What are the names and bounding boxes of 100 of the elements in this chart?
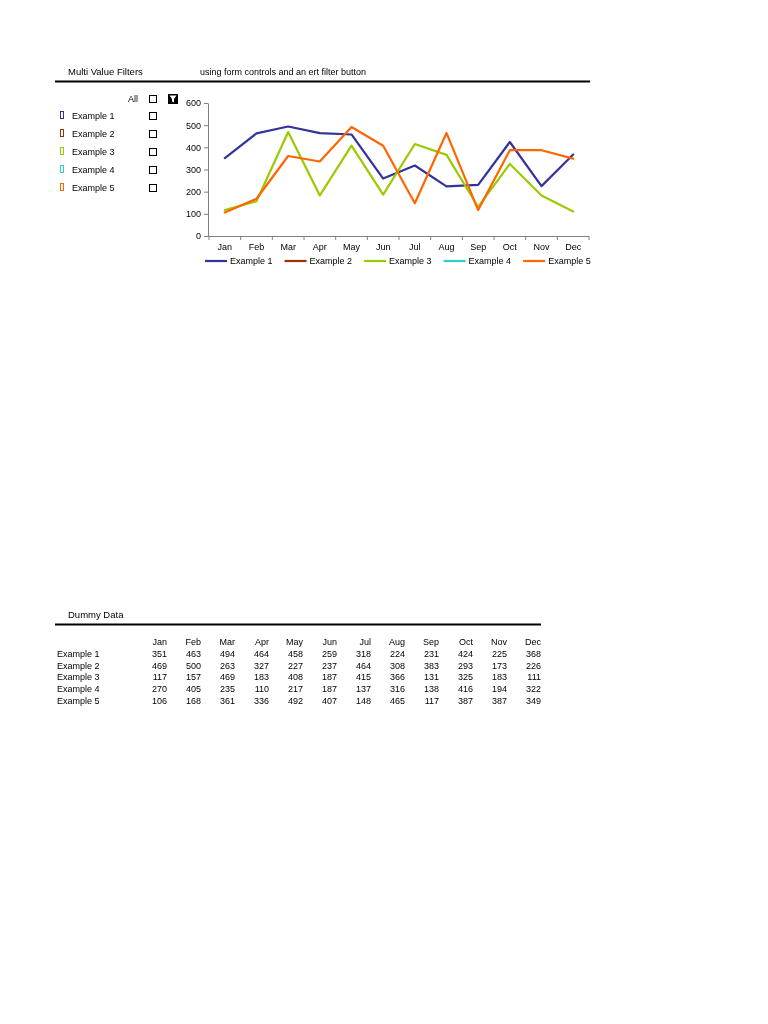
data-label: 131: [423, 672, 439, 683]
data-label: 463: [185, 649, 201, 659]
data-label: 148: [355, 695, 371, 706]
text: Example 1: [72, 111, 115, 121]
text: Example 5: [57, 695, 100, 706]
x-tick-label: Jul: [409, 242, 421, 252]
data-label: 187: [321, 672, 337, 683]
text: Example 4: [72, 165, 115, 175]
data-label: 237: [321, 660, 337, 671]
data-label: 263: [219, 660, 235, 671]
data-label: 387: [491, 695, 507, 706]
data-label: 492: [287, 695, 303, 706]
data-label: 173: [491, 660, 507, 671]
text: Example 3: [57, 672, 100, 683]
data-label: 106: [151, 695, 167, 706]
data-label: 318: [355, 649, 371, 659]
data-label: 368: [525, 649, 541, 659]
data-label: 465: [389, 695, 405, 706]
category-label: Oct: [458, 637, 474, 647]
data-label: 349: [525, 695, 541, 706]
data-label: 227: [287, 660, 303, 671]
data-label: 383: [423, 660, 439, 671]
text: Dummy Data: [68, 609, 125, 620]
legend-label: Example 3: [389, 256, 432, 266]
text: Example 2: [57, 660, 100, 671]
legend-label: Example 5: [548, 256, 591, 266]
category-label: Dec: [524, 637, 542, 647]
data-label: 327: [253, 660, 269, 671]
data-label: 464: [253, 649, 269, 659]
text: All: [127, 94, 138, 104]
data-label: 322: [525, 684, 541, 695]
data-label: 259: [321, 649, 337, 659]
y-tick-label: 100: [185, 209, 201, 220]
category-label: Mar: [219, 637, 235, 647]
data-label: 231: [423, 649, 439, 659]
data-label: 458: [287, 649, 303, 659]
text: Example 4: [57, 684, 100, 695]
data-label: 424: [457, 649, 473, 659]
x-tick-label: May: [342, 242, 361, 252]
data-label: 224: [389, 649, 405, 659]
data-label: 405: [185, 684, 201, 695]
data-label: 110: [254, 684, 269, 695]
data-label: 407: [321, 695, 337, 706]
category-label: Apr: [254, 637, 269, 647]
data-label: 464: [355, 660, 371, 671]
data-label: 316: [389, 684, 405, 695]
data-label: 226: [525, 660, 541, 671]
data-label: 308: [389, 660, 405, 671]
data-label: 387: [457, 695, 473, 706]
text: Example 2: [72, 129, 115, 139]
x-tick-label: Aug: [438, 242, 455, 252]
category-label: Jan: [152, 637, 167, 647]
data-label: 469: [151, 660, 167, 671]
x-tick-label: Jun: [375, 242, 391, 252]
legend-label: Example 1: [230, 256, 273, 266]
y-tick-label: 300: [185, 164, 201, 175]
y-tick-label: 0: [195, 231, 201, 242]
data-label: 187: [321, 684, 337, 695]
data-label: 157: [185, 672, 201, 683]
legend-label: Example 2: [309, 256, 353, 266]
data-label: 117: [424, 695, 439, 706]
data-label: 325: [457, 672, 473, 683]
data-label: 168: [185, 695, 201, 706]
data-label: 469: [219, 672, 235, 683]
data-label: 351: [151, 649, 167, 659]
data-label: 494: [219, 649, 235, 659]
line-series: [223, 125, 575, 188]
y-tick-label: 500: [185, 120, 201, 131]
x-tick-label: Feb: [248, 242, 265, 252]
data-label: 217: [287, 684, 303, 695]
category-label: May: [285, 637, 304, 647]
x-tick-label: Sep: [470, 242, 487, 252]
data-label: 183: [491, 672, 507, 683]
data-label: 415: [355, 672, 371, 683]
text: Example 3: [72, 147, 115, 157]
category-label: Aug: [388, 637, 405, 647]
y-tick-label: 400: [185, 142, 201, 153]
y-tick-label: 600: [185, 98, 201, 109]
data-label: 117: [152, 672, 167, 683]
text: Example 5: [72, 183, 115, 193]
data-label: 225: [491, 649, 507, 659]
data-label: 336: [253, 695, 269, 706]
legend-label: Example 4: [468, 256, 512, 266]
x-tick-label: Dec: [565, 242, 582, 252]
data-label: 137: [355, 684, 371, 695]
category-label: Jul: [359, 637, 371, 647]
category-label: Nov: [490, 637, 508, 647]
data-label: 293: [457, 660, 473, 671]
data-label: 111: [527, 672, 541, 683]
data-label: 235: [219, 684, 235, 695]
data-label: 270: [151, 684, 167, 695]
x-tick-label: Jan: [217, 242, 233, 252]
category-label: Feb: [185, 637, 201, 647]
y-tick-label: 200: [185, 187, 201, 198]
data-label: 366: [389, 672, 405, 683]
text: Multi Value Filters: [68, 66, 144, 77]
data-label: 138: [423, 684, 439, 695]
data-label: 361: [219, 695, 235, 706]
data-label: 194: [491, 684, 507, 695]
category-label: Sep: [422, 637, 439, 647]
